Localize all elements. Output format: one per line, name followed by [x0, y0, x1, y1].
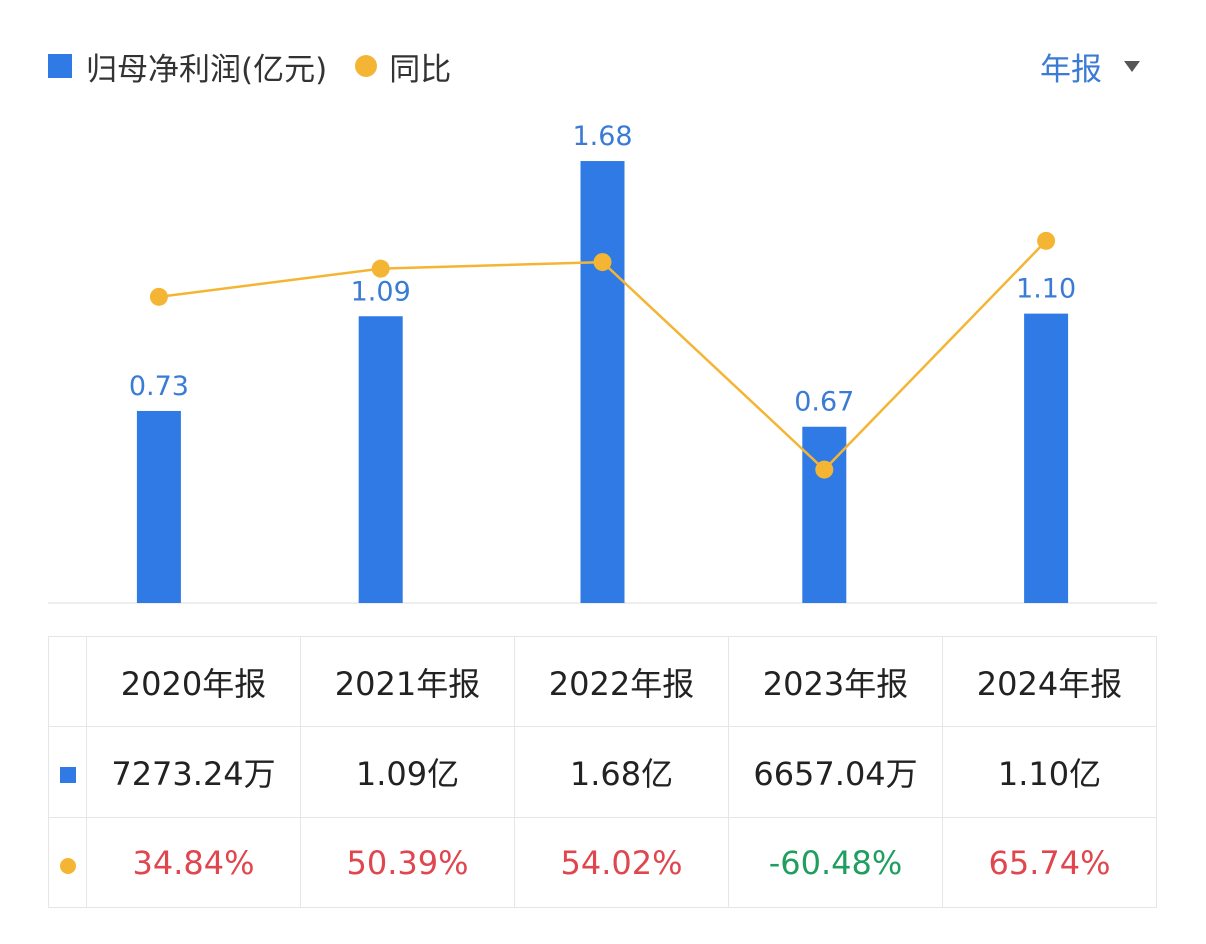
data-table: 2020年报 2021年报 2022年报 2023年报 2024年报 7273.… [48, 636, 1157, 908]
profit-cell: 6657.04万 [728, 726, 943, 818]
header-cell: 2022年报 [514, 636, 729, 727]
bar-2021年报 [358, 316, 403, 603]
yoy-point-2020年报 [149, 287, 168, 306]
yoy-row: 34.84% 50.39% 54.02% -60.48% 65.74% [48, 817, 1157, 908]
profit-cell: 1.68亿 [514, 726, 729, 818]
bar-2024年报 [1024, 313, 1069, 603]
bar-legend-swatch [48, 54, 72, 78]
bar-value-label: 0.73 [129, 371, 189, 402]
header-cell: 2024年报 [942, 636, 1157, 727]
bar-legend-label: 归母净利润(亿元) [86, 51, 328, 88]
bar-value-label: 0.67 [794, 387, 854, 418]
yoy-cell: 50.39% [300, 817, 515, 908]
bar-2022年报 [580, 161, 625, 603]
profit-cell: 7273.24万 [86, 726, 301, 818]
period-selector[interactable]: 年报 [1040, 44, 1140, 88]
bar-marker-icon [59, 767, 76, 783]
header-cell: 2021年报 [300, 636, 515, 727]
yoy-point-2022年报 [593, 253, 612, 272]
bar-value-label: 1.09 [351, 276, 411, 307]
header-corner-cell [48, 636, 87, 727]
bar-value-label: 1.68 [572, 121, 632, 152]
profit-row-marker [48, 726, 87, 818]
bar-value-label: 1.10 [1016, 274, 1076, 305]
chevron-down-icon[interactable] [1124, 60, 1140, 72]
line-legend-label: 同比 [389, 51, 452, 88]
bar-2020年报 [136, 410, 181, 603]
yoy-point-2024年报 [1037, 231, 1056, 250]
profit-cell: 1.09亿 [300, 726, 515, 818]
yoy-cell: -60.48% [728, 817, 943, 908]
yoy-cell: 65.74% [942, 817, 1157, 908]
line-legend-swatch [355, 55, 378, 77]
profit-chart: 0.73 1.09 1.68 0.67 1.10 [48, 121, 1157, 604]
profit-row: 7273.24万 1.09亿 1.68亿 6657.04万 1.10亿 [48, 726, 1157, 818]
profit-cell: 1.10亿 [942, 726, 1157, 818]
chart-legend: 归母净利润(亿元) 同比 [48, 44, 451, 88]
period-selector-label[interactable]: 年报 [1040, 51, 1102, 88]
yoy-cell: 54.02% [514, 817, 729, 908]
table-header-row: 2020年报 2021年报 2022年报 2023年报 2024年报 [48, 636, 1157, 727]
yoy-cell: 34.84% [86, 817, 301, 908]
header-cell: 2023年报 [728, 636, 943, 727]
line-marker-icon [59, 857, 76, 874]
yoy-point-2021年报 [371, 259, 390, 278]
yoy-row-marker [48, 817, 87, 908]
yoy-point-2023年报 [815, 460, 834, 479]
header-cell: 2020年报 [86, 636, 301, 727]
